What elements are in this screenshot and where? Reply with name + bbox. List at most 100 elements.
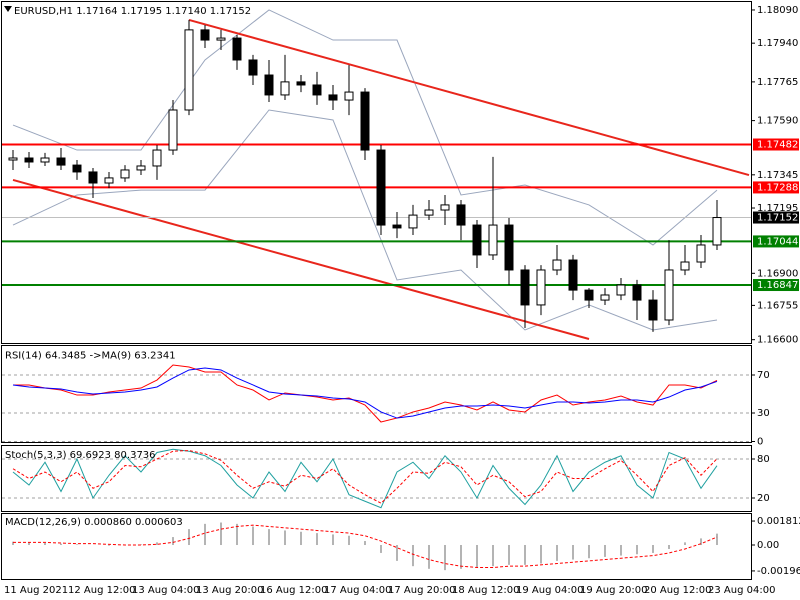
candle-body (520, 269, 530, 306)
y-tick-label: 1.16600 (757, 335, 798, 346)
x-tick-label: 19 Aug 20:00 (580, 585, 647, 596)
histogram-bar (604, 545, 606, 557)
candle-body (40, 157, 50, 163)
candle-body (488, 224, 498, 256)
histogram-bar (236, 523, 238, 546)
y-tick-label: 1.17940 (757, 38, 798, 49)
y-tick-label: 1.17345 (757, 170, 798, 181)
level-label: 1.17044 (757, 236, 798, 247)
candle-body (632, 284, 642, 301)
candle-body (536, 269, 546, 306)
menu-triangle[interactable] (4, 6, 12, 12)
candle-body (104, 177, 114, 184)
x-tick-label: 23 Aug 04:00 (708, 585, 775, 596)
candle-body (440, 204, 450, 211)
indicator-line (12, 448, 718, 509)
trendline (12, 178, 590, 340)
trendline (188, 18, 750, 177)
candle-body (248, 59, 258, 76)
histogram-bar (156, 542, 158, 546)
histogram-bar (524, 545, 526, 565)
panel-title: MACD(12,26,9) 0.000860 0.000603 (5, 517, 183, 528)
y-tick-label: 80 (757, 454, 770, 465)
current-price-box (753, 211, 799, 224)
y-tick-label: 70 (757, 370, 770, 381)
candle-body (8, 157, 18, 161)
candle-body (456, 204, 466, 226)
panel-title: RSI(14) 64.3485 ->MA(9) 63.2341 (5, 351, 176, 362)
indicator-line (12, 450, 718, 504)
candle-body (184, 29, 194, 111)
candle-body (584, 289, 594, 301)
candle-body (200, 29, 210, 41)
histogram-bar (556, 545, 558, 561)
stoch-panel (1, 445, 752, 512)
y-tick-label: 1.18090 (757, 5, 798, 16)
histogram-bar (636, 545, 638, 555)
histogram-bar (140, 544, 142, 546)
candle-body (168, 109, 178, 151)
candle-body (472, 224, 482, 256)
y-tick-label: 1.16900 (757, 268, 798, 279)
histogram-bar (444, 545, 446, 571)
histogram-bar (428, 545, 430, 569)
histogram-bar (204, 523, 206, 546)
histogram-bar (44, 543, 46, 546)
histogram-bar (284, 530, 286, 546)
histogram-bar (252, 526, 254, 546)
histogram-bar (348, 535, 350, 546)
x-tick-label: 12 Aug 12:00 (68, 585, 135, 596)
histogram-bar (684, 542, 686, 546)
candle-body (152, 149, 162, 167)
candle-body (24, 157, 34, 163)
y-tick-label: 30 (757, 408, 770, 419)
histogram-bar (188, 529, 190, 546)
histogram-bar (316, 533, 318, 546)
candle-body (392, 224, 402, 229)
x-tick-label: 16 Aug 12:00 (260, 585, 327, 596)
x-tick-label: 13 Aug 20:00 (196, 585, 263, 596)
y-tick-label: -0.00196 (757, 566, 800, 577)
histogram-bar (332, 534, 334, 546)
x-tick-label: 19 Aug 04:00 (516, 585, 583, 596)
candle-body (280, 81, 290, 96)
y-tick-label: 0.001812 (757, 516, 800, 527)
histogram-bar (412, 545, 414, 567)
candle-body (88, 171, 98, 184)
y-tick-label: 1.17195 (757, 203, 798, 214)
candle-body (296, 81, 306, 86)
candle-body (616, 284, 626, 296)
x-tick-label: 18 Aug 12:00 (452, 585, 519, 596)
candle-body (664, 269, 674, 321)
y-tick-label: 0 (757, 437, 763, 448)
current-price-label: 1.17152 (757, 213, 798, 224)
panel-title: Stoch(5,3,3) 69.6923 80.3736 (5, 450, 156, 461)
signal-line (13, 524, 718, 568)
histogram-bar (364, 541, 366, 546)
x-tick-label: 13 Aug 04:00 (132, 585, 199, 596)
candle-body (232, 37, 242, 61)
level-label: 1.16847 (757, 280, 798, 291)
x-tick-label: 17 Aug 20:00 (388, 585, 455, 596)
level-box (753, 279, 799, 292)
candle-body (216, 37, 226, 41)
histogram-bar (380, 545, 382, 553)
histogram-bar (572, 545, 574, 560)
candle-body (568, 259, 578, 291)
indicator-line (12, 367, 718, 419)
candle-body (312, 84, 322, 96)
histogram-bar (28, 542, 30, 546)
indicator-line (13, 364, 718, 423)
histogram-bar (220, 522, 222, 546)
y-tick-label: 1.17765 (757, 77, 798, 88)
macd-panel (1, 513, 752, 580)
y-tick-label: 20 (757, 493, 770, 504)
histogram-bar (396, 545, 398, 561)
histogram-bar (492, 545, 494, 567)
y-tick-label: 1.17590 (757, 116, 798, 127)
candle-body (504, 224, 514, 271)
level-box (753, 181, 799, 194)
candle-body (712, 217, 722, 246)
rsi-panel (1, 345, 752, 443)
